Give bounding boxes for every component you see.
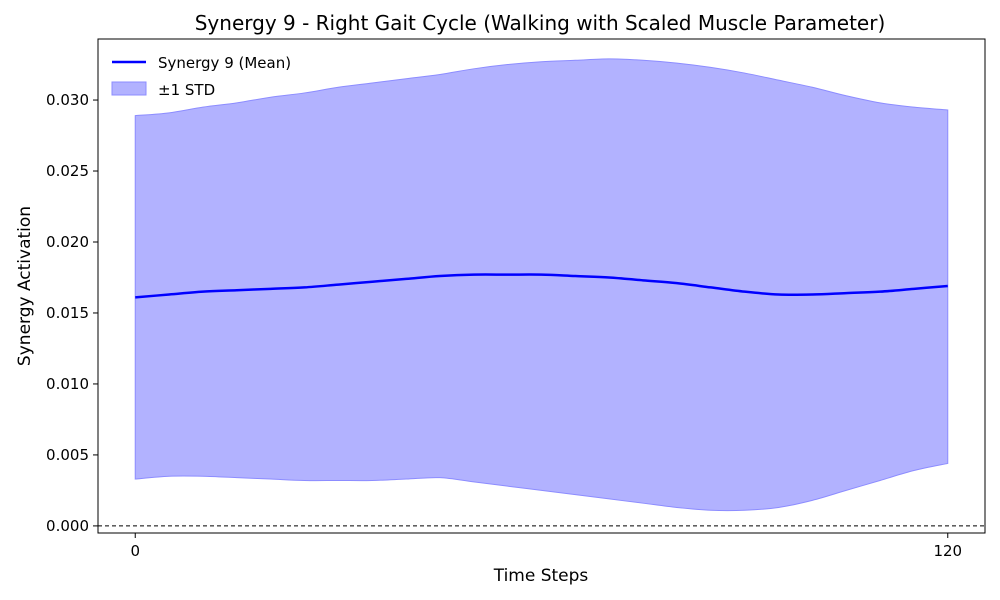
y-tick-label: 0.010 bbox=[46, 375, 89, 393]
y-axis-label: Synergy Activation bbox=[15, 206, 35, 366]
chart-title: Synergy 9 - Right Gait Cycle (Walking wi… bbox=[195, 11, 886, 35]
legend-std-swatch bbox=[111, 81, 147, 96]
x-axis: 0 120 bbox=[130, 533, 962, 560]
y-tick-label: 0.030 bbox=[46, 91, 89, 109]
plot-frame bbox=[97, 38, 986, 534]
y-tick-label: 0.005 bbox=[46, 446, 89, 464]
y-tick-label: 0.020 bbox=[46, 233, 89, 251]
legend: Synergy 9 (Mean) ±1 STD bbox=[111, 54, 291, 99]
std-band bbox=[134, 58, 949, 512]
mean-line bbox=[135, 273, 948, 299]
legend-std-label: ±1 STD bbox=[158, 81, 215, 99]
x-axis-label: Time Steps bbox=[493, 566, 589, 586]
x-tick-label: 0 bbox=[130, 542, 140, 560]
y-axis: 0.000 0.005 0.010 0.015 0.020 0.025 0.030 bbox=[46, 91, 98, 535]
y-tick-label: 0.015 bbox=[46, 304, 89, 322]
y-tick-label: 0.025 bbox=[46, 162, 89, 180]
y-tick-label: 0.000 bbox=[46, 517, 89, 535]
legend-mean-label: Synergy 9 (Mean) bbox=[158, 54, 291, 72]
x-tick-label: 120 bbox=[933, 542, 962, 560]
plot-area bbox=[97, 38, 986, 534]
